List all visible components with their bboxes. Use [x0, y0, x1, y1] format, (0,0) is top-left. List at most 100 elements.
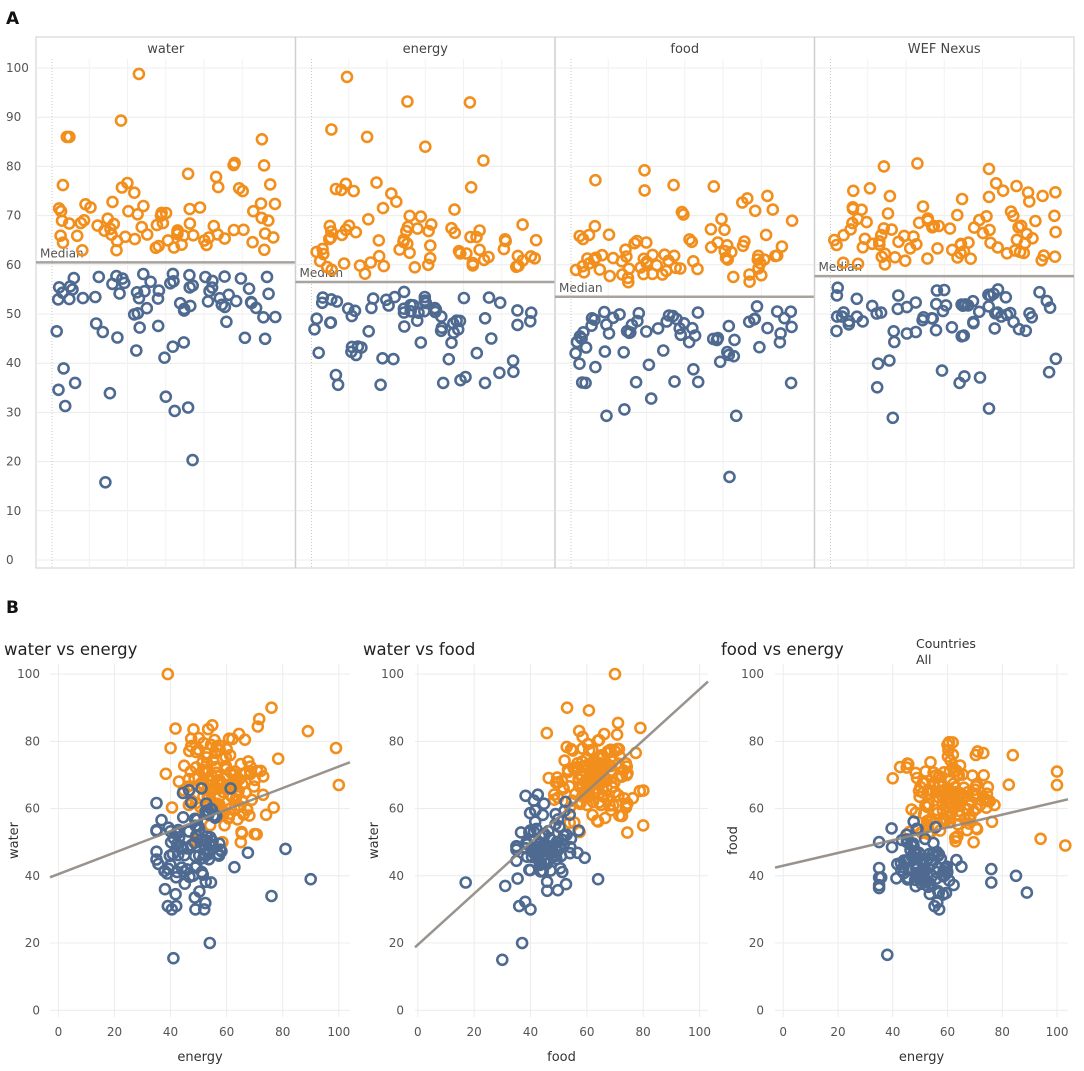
data-point-blue [982, 288, 995, 302]
data-point-orange [552, 775, 565, 789]
data-point-blue [397, 285, 411, 299]
data-point-orange [901, 757, 915, 771]
data-point-blue [445, 336, 458, 350]
data-point-blue [668, 375, 681, 388]
data-point-orange [177, 759, 191, 773]
data-point-blue [150, 796, 163, 810]
data-point-blue [482, 291, 496, 304]
legend-title: Countries [916, 636, 976, 651]
data-point-blue [905, 839, 918, 852]
data-point-orange [883, 189, 897, 203]
data-point-orange [219, 759, 233, 773]
data-point-orange [137, 199, 150, 213]
data-point-orange [563, 816, 577, 830]
data-point-orange [232, 182, 246, 195]
data-point-blue [435, 321, 449, 335]
data-point-blue [1049, 352, 1063, 366]
data-point-blue [929, 323, 943, 337]
y-tick-label: 50 [6, 307, 21, 321]
data-point-orange [761, 189, 774, 203]
data-point-blue [606, 311, 620, 325]
data-point-orange [172, 775, 186, 788]
data-point-blue [330, 295, 344, 308]
trend-line [774, 798, 1069, 869]
data-point-blue [249, 301, 263, 315]
data-point-orange [621, 275, 635, 289]
y-tick-label: 70 [6, 209, 21, 223]
data-point-blue [629, 375, 643, 389]
data-point-orange [969, 821, 983, 835]
data-point-orange [257, 159, 271, 172]
data-point-orange [582, 257, 596, 270]
data-point-blue [152, 284, 166, 297]
data-point-blue [382, 299, 395, 312]
data-point-orange [171, 224, 184, 237]
data-point-blue [600, 409, 613, 423]
data-point-orange [499, 234, 513, 248]
data-point-orange [1006, 209, 1020, 223]
data-point-blue [184, 796, 198, 809]
data-point-blue [937, 283, 951, 297]
facet-water: water Median [36, 42, 296, 568]
data-point-blue [524, 903, 537, 916]
data-point-orange [967, 789, 980, 802]
data-point-orange [955, 192, 969, 206]
data-point-orange [945, 243, 959, 257]
data-point-blue [199, 875, 213, 889]
data-point-orange [231, 813, 244, 826]
data-point-orange [836, 256, 850, 270]
data-point-orange [528, 251, 542, 265]
data-point-orange [76, 244, 89, 257]
data-point-orange [258, 227, 272, 240]
data-point-blue [691, 375, 705, 389]
data-point-blue [631, 314, 644, 328]
data-point-orange [183, 217, 197, 230]
data-point-blue [418, 294, 432, 307]
data-point-orange [1036, 189, 1049, 203]
data-point-blue [176, 842, 190, 855]
facet-food: food Median [554, 37, 815, 568]
median-label: Median [559, 281, 603, 295]
data-point-orange [602, 228, 616, 241]
data-point-blue [308, 322, 321, 336]
data-point-orange [977, 768, 991, 782]
data-point-blue [994, 310, 1008, 323]
data-point-blue [674, 328, 688, 342]
data-point-orange [610, 728, 624, 741]
data-point-blue [899, 855, 912, 868]
data-point-blue [159, 390, 173, 404]
data-point-orange [329, 741, 343, 755]
data-point-blue [842, 318, 856, 331]
data-point-orange [888, 250, 902, 264]
data-point-blue [569, 346, 582, 360]
data-point-blue [632, 306, 646, 320]
data-point-orange [329, 182, 343, 196]
data-point-blue [99, 475, 112, 489]
data-point-orange [268, 197, 282, 211]
data-point-orange [208, 733, 221, 747]
data-point-blue [268, 310, 282, 324]
data-point-blue [784, 305, 798, 319]
data-point-orange [128, 186, 141, 199]
data-point-orange [704, 223, 718, 236]
data-point-orange [577, 265, 591, 279]
data-point-orange [595, 248, 609, 262]
data-point-orange [846, 184, 860, 198]
chart-title: water vs food [363, 640, 475, 659]
data-point-blue [748, 312, 762, 326]
data-point-blue [691, 306, 705, 319]
panel-a-label: A [6, 9, 20, 29]
data-point-orange [403, 209, 417, 223]
data-point-orange [360, 130, 374, 144]
data-point-blue [939, 886, 953, 900]
data-point-orange [119, 230, 132, 244]
data-point-orange [401, 95, 414, 108]
data-point-orange [164, 741, 177, 755]
data-point-blue [982, 300, 996, 313]
y-tick-label: 40 [25, 869, 40, 883]
data-point-blue [205, 281, 219, 294]
data-point-orange [347, 184, 361, 198]
data-point-orange [608, 667, 622, 681]
data-point-orange [932, 770, 946, 784]
data-point-orange [389, 195, 403, 208]
